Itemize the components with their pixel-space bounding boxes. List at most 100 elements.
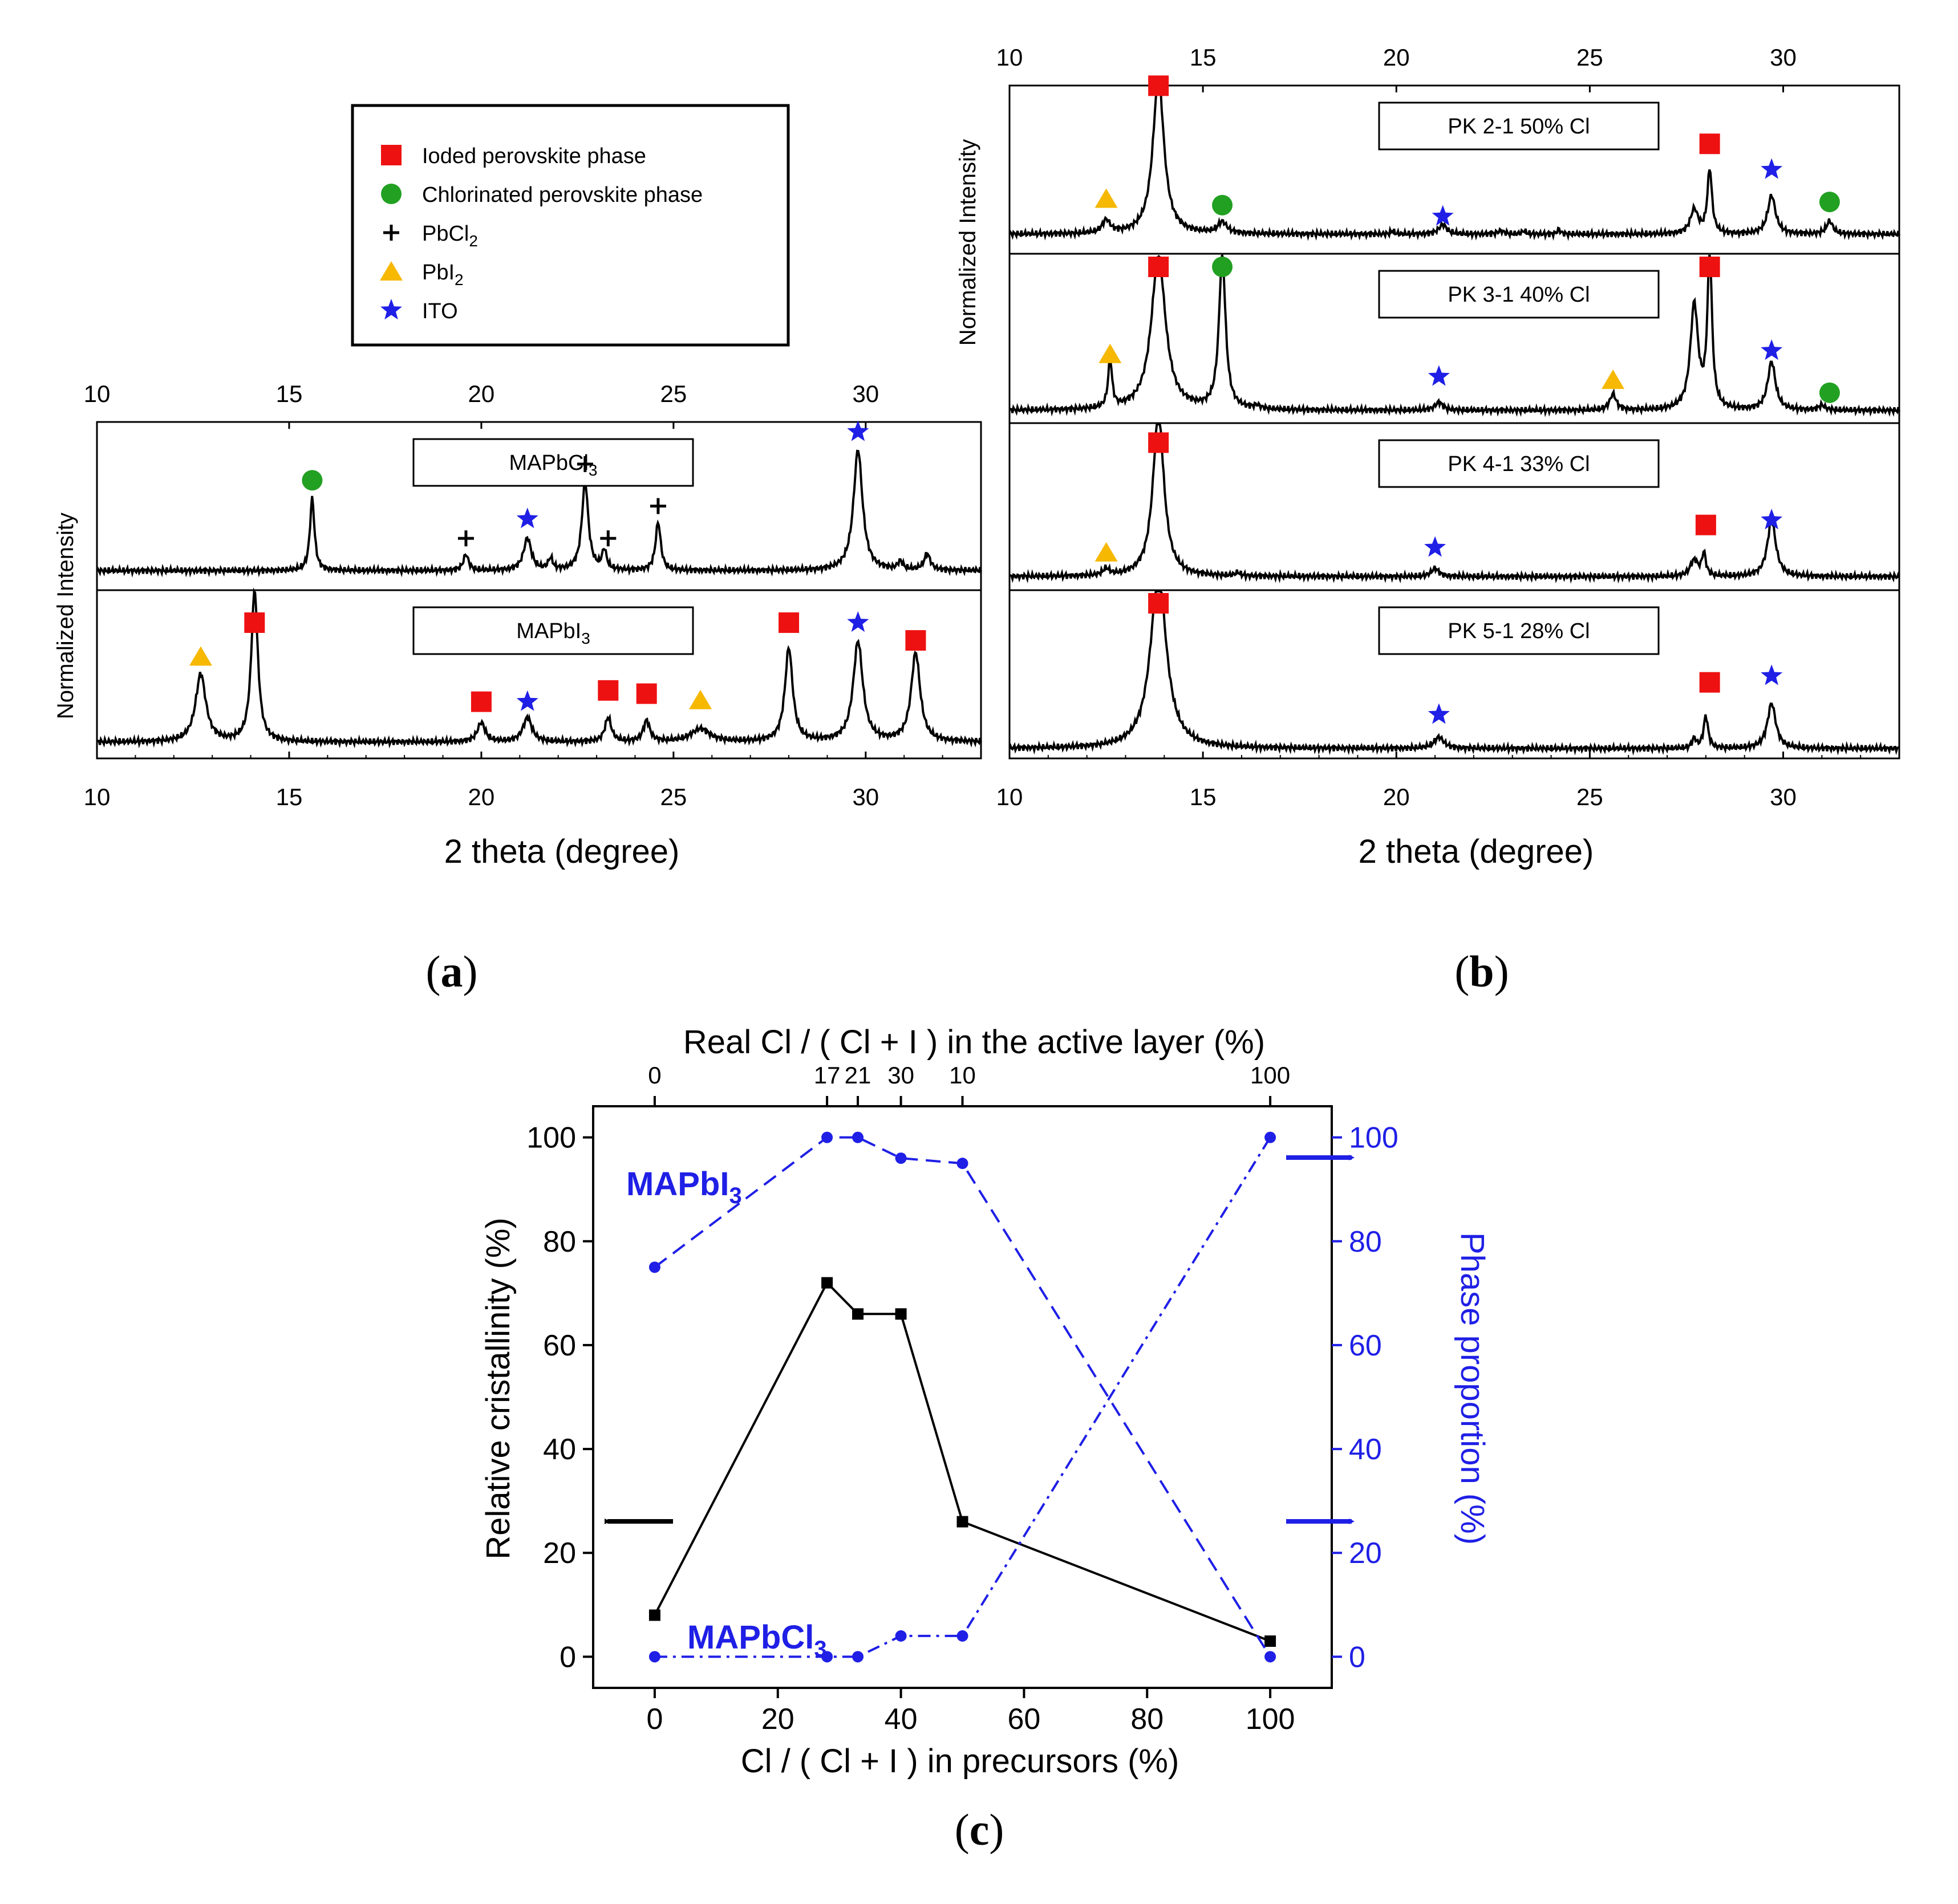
panel-c-point-square: [648, 1609, 660, 1621]
panel-a-peak-marker-star-icon: [516, 508, 538, 529]
panel-b-label-text-3: PK 5-1 28% Cl: [1448, 619, 1590, 643]
panel-c-ytick-label-left: 100: [526, 1122, 576, 1155]
panel-c-series-line-2: [654, 1136, 1271, 1658]
panel-a-tick-label-top: 20: [468, 380, 495, 407]
panel-letter-c-text: c: [970, 1805, 990, 1854]
panel-b-peak-marker-star-icon: [1424, 536, 1446, 557]
annotation-mapbi3-sub: 3: [729, 1183, 741, 1208]
panel-c-xlabel: Cl / ( Cl + I ) in precursors (%): [741, 1743, 1179, 1780]
panel-a-ylabel: Normalized Intensity: [53, 513, 78, 719]
panel-a-peak-marker-plus-icon: [457, 530, 474, 547]
panel-a-tick-label-top: 15: [276, 380, 303, 407]
panel-a-peak-marker-square-icon: [636, 683, 657, 704]
panel-b-tick-label-top: 10: [996, 44, 1023, 71]
panel-c-top-tick-label: 17: [814, 1062, 841, 1089]
panel-a-tick-label-bottom: 15: [276, 783, 303, 810]
panel-b-peak-marker-square-icon: [1699, 256, 1720, 277]
panel-b-tick-label-bottom: 25: [1576, 783, 1603, 810]
panel-a-peak-marker-circle-icon: [302, 470, 323, 491]
panel-a-peak-marker-square-icon: [779, 612, 800, 633]
panel-b-pattern-2: [1009, 423, 1900, 584]
panel-c-ytick-label-right: 100: [1349, 1122, 1398, 1155]
legend-label-text-3: PbI: [422, 261, 455, 285]
panel-b-peak-marker-triangle-icon: [1094, 188, 1118, 208]
panel-a-peak-marker-square-icon: [905, 630, 926, 651]
panel-c-top-tick-label: 100: [1250, 1062, 1290, 1089]
legend-star-icon: [380, 299, 402, 320]
panel-b-peak-marker-square-icon: [1699, 133, 1720, 155]
annotation-mapbi3: MAPbI3: [626, 1166, 742, 1208]
panel-b-tick-label-bottom: 30: [1770, 783, 1797, 810]
panel-a-label-sub-1: 3: [581, 630, 590, 647]
panel-a-label-1: MAPbI3: [516, 619, 590, 647]
panel-b-label-1: PK 3-1 40% Cl: [1448, 283, 1590, 307]
panel-c-ytick-label-left: 0: [560, 1641, 576, 1674]
panel-a-peak-marker-triangle-icon: [189, 646, 212, 666]
panel-b-peak-marker-circle-icon: [1212, 256, 1233, 277]
panel-letter-c: (c): [955, 1805, 1004, 1854]
legend-label-sub-3: 2: [455, 271, 464, 289]
panel-b-peak-marker-square-icon: [1148, 256, 1169, 277]
panel-a-xlabel: 2 theta (degree): [444, 833, 680, 870]
panel-a-pattern-0: [96, 449, 982, 578]
panel-b-tick-label-top: 30: [1770, 44, 1797, 71]
annotation-mapbi3-text: MAPbI: [626, 1166, 729, 1203]
legend-label-text-1: Chlorinated perovskite phase: [422, 183, 703, 207]
panel-b-frame: [1008, 84, 1900, 760]
panel-b-label-text-1: PK 3-1 40% Cl: [1448, 283, 1590, 307]
panel-a-peak-marker-square-icon: [598, 680, 619, 701]
panel-c-point-square: [1264, 1635, 1276, 1647]
panel-c-chart: 0 20 40 60 80 100 0 17 21 30 10 100 0 0 20 20 40 40 60 60 80…: [526, 1062, 1398, 1736]
panel-b-peak-marker-square-icon: [1148, 75, 1169, 96]
panel-c-ytick-label-right: 0: [1349, 1641, 1365, 1674]
panel-b-tick-label-bottom: 20: [1383, 783, 1410, 810]
panel-c-point-square: [956, 1516, 968, 1528]
panel-a-peak-marker-plus-icon: [600, 530, 617, 547]
panel-b-label-0: PK 2-1 50% Cl: [1448, 115, 1590, 139]
panel-a-label-sub-0: 3: [589, 461, 598, 479]
legend-label-text-2: PbCl: [422, 222, 469, 246]
panel-c-xtick-label: 40: [885, 1703, 918, 1736]
panel-b-peak-marker-star-icon: [1428, 365, 1450, 386]
panel-c-point-circle: [956, 1630, 968, 1642]
panel-a-tick-label-bottom: 20: [468, 783, 495, 810]
panel-a-tick-label-top: 10: [84, 380, 111, 407]
panel-a-tick-label-top: 25: [660, 380, 687, 407]
panel-a-label-text-0: MAPbCl: [509, 451, 589, 475]
panel-a-peak-marker-square-icon: [471, 691, 492, 712]
legend-plus-icon: [383, 225, 399, 241]
panel-a-peak-marker-star-icon: [516, 690, 538, 711]
panel-b-peak-marker-star-icon: [1761, 664, 1783, 685]
panel-a-label-text-1: MAPbI: [516, 619, 581, 643]
panel-c-point-circle: [852, 1651, 864, 1663]
panel-b-peak-marker-circle-icon: [1212, 194, 1233, 216]
panel-c-xtick-label: 0: [646, 1703, 663, 1736]
panel-c-point-circle: [1264, 1651, 1276, 1663]
panel-a-peak-marker-plus-icon: [650, 498, 666, 514]
panel-letter-a-text: a: [441, 947, 463, 996]
panel-c-xtick-label: 20: [761, 1703, 794, 1736]
panel-b-tick-label-bottom: 10: [996, 783, 1023, 810]
panel-b-label-box-0: [1378, 102, 1660, 151]
panel-b-peak-marker-circle-icon: [1819, 192, 1840, 213]
panel-c-xtick-label: 100: [1246, 1703, 1295, 1736]
legend-circle-icon: [381, 184, 402, 204]
panel-letter-a: (a): [426, 947, 478, 996]
panel-c-ytick-label-left: 80: [543, 1225, 576, 1258]
panel-c-point-circle: [1264, 1131, 1276, 1143]
panel-a-tick-label-bottom: 25: [660, 783, 687, 810]
panel-c-ytick-label-right: 80: [1349, 1225, 1382, 1258]
panel-b-label-text-0: PK 2-1 50% Cl: [1448, 115, 1590, 139]
panel-c-ylabel-left: Relative cristallinity (%): [480, 1217, 517, 1559]
panel-a-tick-label-bottom: 30: [852, 783, 879, 810]
panel-c-point-square: [852, 1308, 864, 1320]
panel-a-peak-marker-star-icon: [847, 420, 869, 441]
panel-b-xrd: 10 10 15 15 20 20 25 25 30 30 PK 2-1 50% Cl PK 3-1 …: [996, 44, 1900, 810]
legend-label-1: Chlorinated perovskite phase: [422, 183, 703, 207]
panel-b-peak-marker-star-icon: [1428, 703, 1450, 724]
panel-c-ytick-label-left: 20: [543, 1537, 576, 1570]
panel-c-top-tick-label: 10: [949, 1062, 976, 1089]
panel-c-xtick-label: 80: [1130, 1703, 1164, 1736]
panel-c-ylabel-right: Phase proportion (%): [1454, 1232, 1491, 1545]
panel-c-top-tick-label: 30: [887, 1062, 914, 1089]
